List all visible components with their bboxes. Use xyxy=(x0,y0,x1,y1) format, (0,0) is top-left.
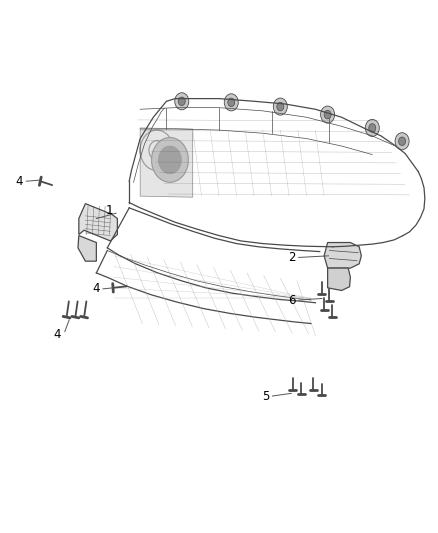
Circle shape xyxy=(228,98,235,107)
Circle shape xyxy=(324,110,331,119)
Polygon shape xyxy=(78,236,96,261)
Polygon shape xyxy=(328,268,350,290)
Circle shape xyxy=(159,146,181,174)
Text: 2: 2 xyxy=(288,251,296,264)
Circle shape xyxy=(277,102,284,111)
Text: 5: 5 xyxy=(262,390,269,402)
Circle shape xyxy=(152,138,188,182)
Polygon shape xyxy=(324,243,361,268)
Text: 6: 6 xyxy=(288,294,296,306)
Circle shape xyxy=(273,98,287,115)
Polygon shape xyxy=(79,204,117,241)
Circle shape xyxy=(395,133,409,150)
Text: 4: 4 xyxy=(16,175,23,188)
Circle shape xyxy=(365,119,379,136)
Circle shape xyxy=(175,93,189,110)
Circle shape xyxy=(224,94,238,111)
Circle shape xyxy=(399,137,406,146)
Circle shape xyxy=(178,97,185,106)
Text: 4: 4 xyxy=(92,282,100,295)
Circle shape xyxy=(321,106,335,123)
Circle shape xyxy=(369,124,376,132)
Text: 4: 4 xyxy=(54,328,61,341)
Polygon shape xyxy=(140,128,193,197)
Text: 1: 1 xyxy=(106,204,113,217)
